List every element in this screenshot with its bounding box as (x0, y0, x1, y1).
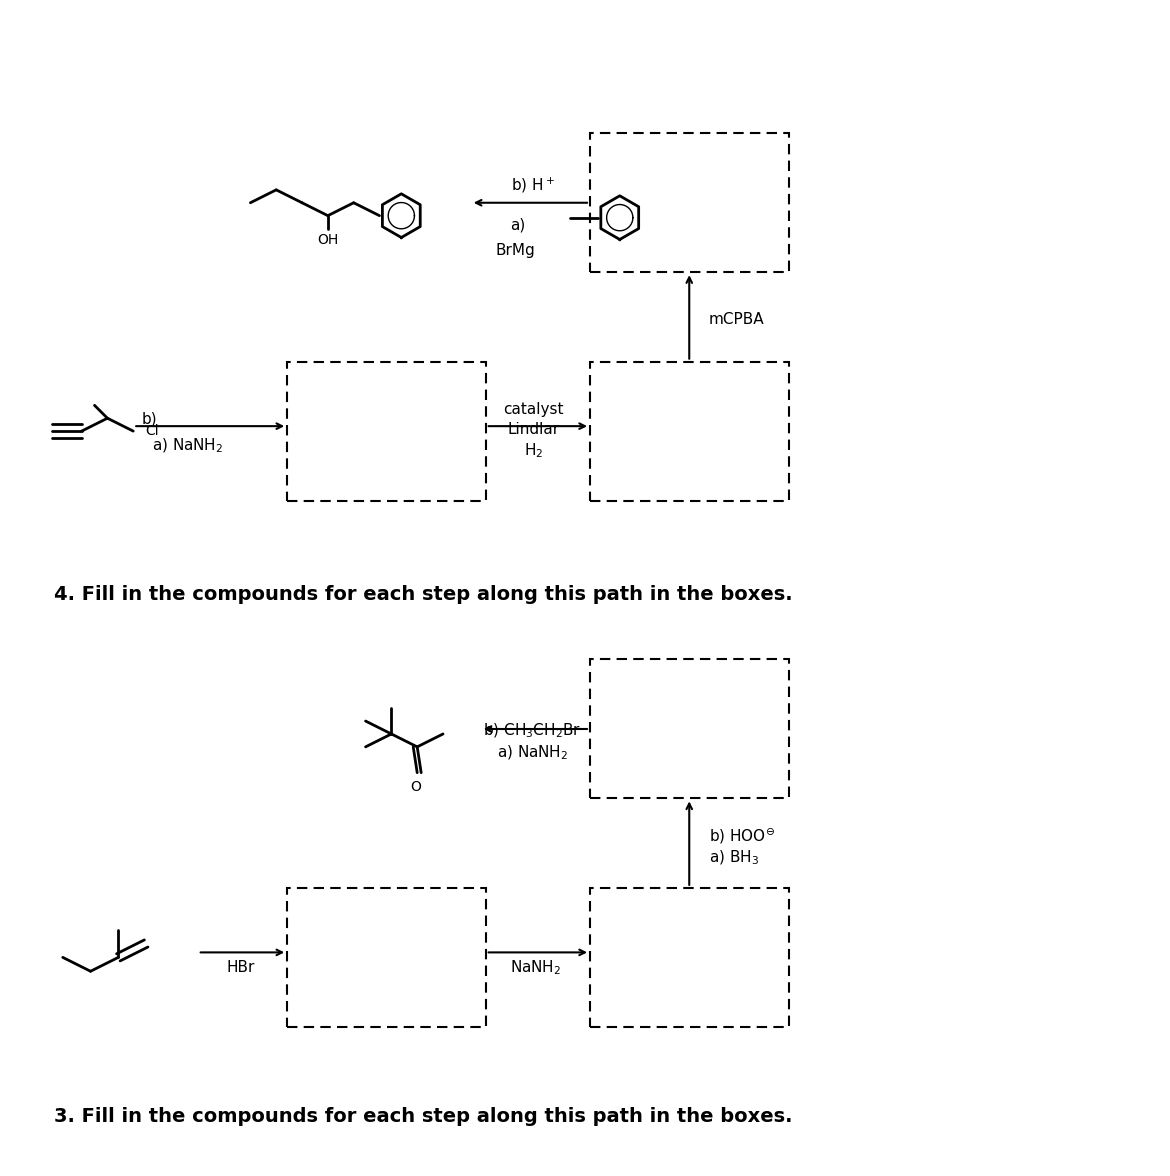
Text: catalyst: catalyst (503, 402, 564, 416)
Text: OH: OH (317, 234, 338, 247)
Text: a) NaNH$_2$: a) NaNH$_2$ (152, 436, 223, 455)
Text: a): a) (510, 218, 525, 232)
Text: 3. Fill in the compounds for each step along this path in the boxes.: 3. Fill in the compounds for each step a… (54, 1107, 792, 1125)
Text: b): b) (142, 412, 157, 427)
Bar (590, 888, 789, 1027)
Bar (287, 888, 486, 1027)
Text: H$_2$: H$_2$ (524, 442, 543, 460)
Text: 4. Fill in the compounds for each step along this path in the boxes.: 4. Fill in the compounds for each step a… (54, 586, 792, 604)
Bar (590, 133, 789, 273)
Bar (287, 361, 486, 501)
Text: b) CH$_3$CH$_2$Br: b) CH$_3$CH$_2$Br (483, 722, 581, 740)
Text: HBr: HBr (226, 960, 255, 975)
Bar (590, 361, 789, 501)
Text: b) H$^+$: b) H$^+$ (510, 175, 555, 194)
Text: mCPBA: mCPBA (709, 313, 765, 327)
Text: BrMg: BrMg (496, 243, 536, 258)
Text: NaNH$_2$: NaNH$_2$ (510, 958, 560, 976)
Bar (590, 660, 789, 799)
Text: Lindlar: Lindlar (508, 422, 559, 436)
Text: O: O (410, 780, 421, 794)
Text: Cl: Cl (145, 425, 159, 439)
Text: a) NaNH$_2$: a) NaNH$_2$ (497, 743, 567, 762)
Text: a) BH$_3$: a) BH$_3$ (709, 849, 759, 867)
Text: b) HOO$^{\ominus}$: b) HOO$^{\ominus}$ (709, 827, 775, 846)
